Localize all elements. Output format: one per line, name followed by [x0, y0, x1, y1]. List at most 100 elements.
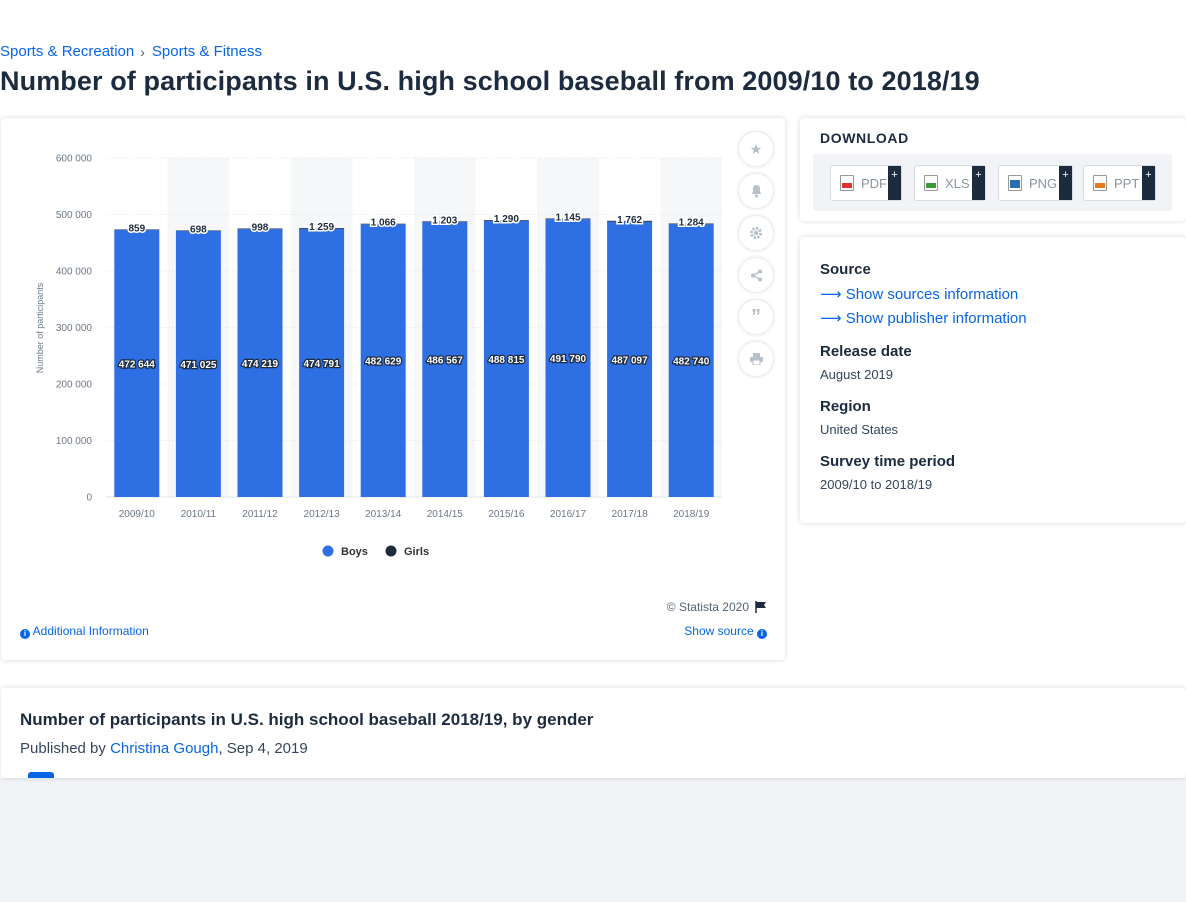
survey-period-heading: Survey time period [820, 453, 956, 470]
bar-girls [237, 228, 283, 230]
y-tick-label: 400 000 [56, 267, 93, 278]
download-xls-button[interactable]: XLS + [914, 165, 986, 201]
y-axis-label: Number of participants [35, 282, 45, 373]
additional-information-link[interactable]: i Additional Information [20, 624, 149, 639]
y-tick-label: 500 000 [56, 210, 93, 221]
show-source-link[interactable]: Show source i [684, 624, 767, 639]
bar-boys [422, 222, 468, 497]
y-tick-label: 0 [86, 493, 92, 504]
release-date-value: August 2019 [820, 367, 894, 382]
bell-icon [751, 185, 761, 198]
download-title: DOWNLOAD [820, 130, 909, 146]
settings-button[interactable] [739, 216, 773, 250]
bar-boys [175, 230, 221, 497]
png-plus: + [1059, 166, 1072, 200]
bar-girls [175, 230, 221, 231]
ppt-label: PPT [1114, 175, 1140, 191]
x-tick-label: 2013/14 [365, 509, 402, 520]
bar-girls [545, 218, 591, 220]
bar-girls [483, 220, 529, 221]
y-tick-label: 600 000 [56, 154, 93, 165]
additional-information-label: Additional Information [32, 624, 149, 638]
chart-card: 0 100 000 200 000 300 000 400 000 500 000 600 … [1, 118, 785, 660]
bar-girls [422, 221, 468, 223]
png-file-icon [1008, 175, 1022, 191]
png-label: PNG [1029, 175, 1058, 191]
x-tick-label: 2016/17 [550, 509, 587, 520]
ppt-plus: + [1142, 166, 1155, 200]
page-title: Number of participants in U.S. high scho… [0, 66, 980, 96]
info-icon: i [20, 629, 30, 639]
copyright-text: © Statista 2020 [666, 600, 749, 614]
data-label-boys: 487 097 [612, 355, 649, 366]
legend-label: Girls [404, 546, 429, 558]
x-tick-label: 2011/12 [242, 509, 278, 520]
xls-file-icon [924, 175, 938, 191]
ppt-file-icon [1093, 175, 1107, 191]
show-sources-label: Show sources information [845, 286, 1019, 303]
gear-icon [750, 227, 762, 239]
related-statistic-title[interactable]: Number of participants in U.S. high scho… [20, 710, 594, 729]
x-tick-label: 2018/19 [673, 509, 710, 520]
download-png-button[interactable]: PNG + [998, 165, 1073, 201]
bar-boys [545, 219, 591, 497]
legend-marker [322, 545, 334, 557]
share-icon [750, 269, 762, 281]
show-source-label: Show source [684, 624, 754, 638]
chart-action-buttons: ★ ” [739, 132, 773, 384]
show-publisher-link[interactable]: ⟶ Show publisher information [820, 309, 1027, 327]
data-label-girls: 1 284 [679, 218, 704, 229]
show-sources-link[interactable]: ⟶ Show sources information [820, 285, 1018, 303]
author-link[interactable]: Christina Gough [110, 740, 219, 757]
source-heading: Source [820, 261, 871, 278]
share-button[interactable] [739, 258, 773, 292]
xls-label: XLS [945, 175, 970, 191]
data-label-girls: 1 066 [371, 218, 396, 229]
x-tick-label: 2010/11 [181, 509, 217, 520]
survey-period-value: 2009/10 to 2018/19 [820, 477, 933, 492]
print-button[interactable] [739, 342, 773, 376]
breadcrumb-separator: › [140, 43, 145, 60]
data-label-girls: 698 [190, 224, 207, 235]
notification-button[interactable] [739, 174, 773, 208]
pdf-label: PDF [861, 175, 887, 191]
cite-button[interactable]: ” [739, 300, 773, 334]
published-date: , Sep 4, 2019 [218, 740, 308, 757]
data-label-boys: 482 629 [365, 357, 402, 368]
y-tick-label: 300 000 [56, 323, 93, 334]
data-label-girls: 1 203 [432, 215, 457, 226]
xls-plus: + [972, 166, 985, 200]
statistic-details-card: Source ⟶ Show sources information ⟶ Show… [800, 237, 1186, 523]
bar-girls [299, 228, 345, 229]
data-label-boys: 474 791 [304, 359, 341, 370]
published-prefix: Published by [20, 740, 111, 757]
favorite-button[interactable]: ★ [739, 132, 773, 166]
download-pdf-button[interactable]: PDF + [830, 165, 902, 201]
bar-boys [360, 224, 406, 497]
data-label-boys: 472 644 [119, 359, 156, 370]
arrow-right-icon: ⟶ [820, 286, 842, 303]
bar-boys [483, 220, 529, 497]
data-label-girls: 1 145 [555, 212, 580, 223]
legend-label: Boys [341, 546, 368, 558]
star-icon: ★ [749, 140, 763, 157]
bar-girls [607, 220, 653, 222]
download-ppt-button[interactable]: PPT + [1083, 165, 1156, 201]
bar-chart: 0 100 000 200 000 300 000 400 000 500 000 600 … [35, 154, 722, 558]
data-label-boys: 486 567 [427, 356, 464, 367]
data-label-boys: 488 815 [488, 355, 525, 366]
quote-icon: ” [751, 306, 761, 328]
breadcrumb-sports-fitness[interactable]: Sports & Fitness [151, 43, 262, 60]
bar-girls [668, 223, 714, 225]
related-chart-thumbnail [28, 772, 54, 778]
region-heading: Region [820, 398, 871, 415]
data-label-boys: 491 790 [550, 354, 587, 365]
bar-boys [299, 228, 345, 497]
breadcrumb-sports-recreation[interactable]: Sports & Recreation [0, 43, 135, 60]
data-label-boys: 482 740 [673, 357, 710, 368]
legend-marker [385, 545, 397, 557]
flag-icon[interactable] [755, 601, 767, 613]
x-tick-label: 2017/18 [612, 509, 649, 520]
bar-boys [114, 229, 160, 497]
data-label-girls: 1 762 [617, 215, 642, 226]
